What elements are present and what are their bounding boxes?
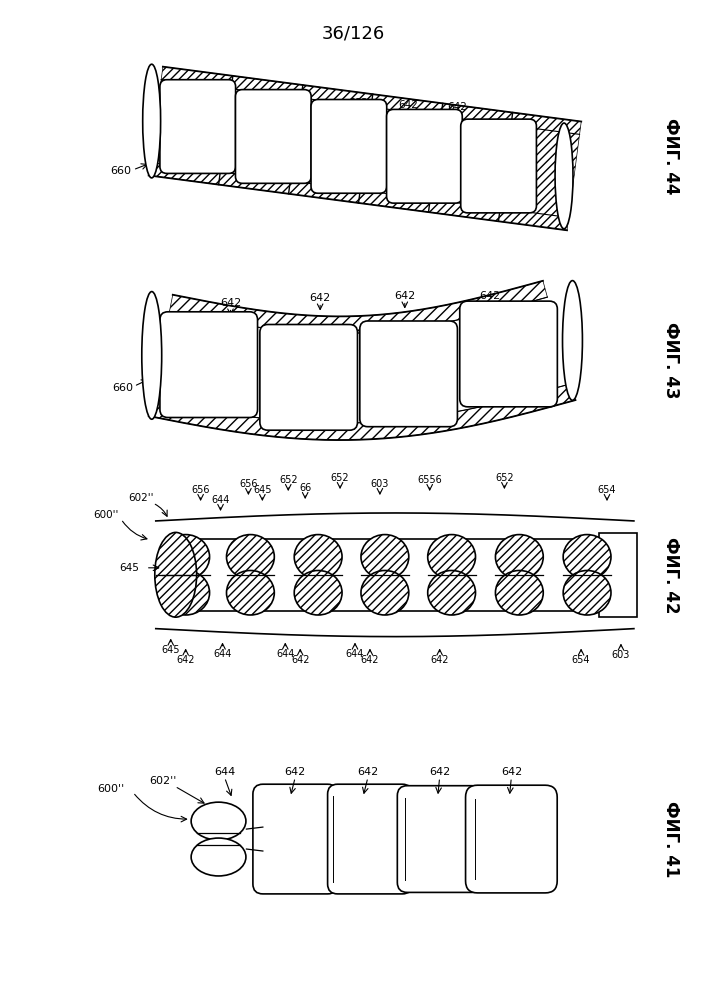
- Text: 66: 66: [299, 483, 311, 493]
- Text: 602'': 602'': [128, 493, 153, 503]
- Ellipse shape: [496, 535, 543, 579]
- Text: 642: 642: [292, 96, 312, 106]
- Ellipse shape: [361, 570, 409, 615]
- Text: 642: 642: [361, 655, 379, 665]
- Text: 642: 642: [448, 102, 467, 112]
- Ellipse shape: [563, 535, 611, 579]
- Bar: [394, 539, 442, 611]
- Bar: [530, 539, 577, 611]
- Text: 654: 654: [572, 655, 590, 665]
- Text: 660: 660: [110, 166, 132, 176]
- Text: 600'': 600'': [93, 510, 119, 520]
- Ellipse shape: [294, 535, 342, 579]
- Text: 652: 652: [495, 473, 514, 483]
- Ellipse shape: [142, 292, 162, 419]
- FancyBboxPatch shape: [387, 109, 462, 203]
- Text: 602'': 602'': [149, 776, 177, 786]
- Text: 642: 642: [431, 655, 449, 665]
- FancyBboxPatch shape: [327, 784, 412, 894]
- Text: 603: 603: [370, 479, 389, 489]
- Text: 642: 642: [357, 767, 378, 777]
- Ellipse shape: [428, 570, 476, 615]
- Ellipse shape: [294, 570, 342, 615]
- Text: 644: 644: [214, 649, 232, 659]
- Text: ФИГ. 42: ФИГ. 42: [662, 537, 679, 613]
- Text: 656: 656: [192, 485, 210, 495]
- FancyBboxPatch shape: [461, 119, 537, 213]
- Ellipse shape: [496, 570, 543, 615]
- Text: 652: 652: [279, 475, 298, 485]
- Ellipse shape: [191, 802, 246, 840]
- Text: 600'': 600'': [98, 784, 124, 794]
- Text: 660: 660: [112, 383, 134, 393]
- Ellipse shape: [155, 532, 197, 617]
- FancyBboxPatch shape: [235, 90, 311, 183]
- Text: 642: 642: [228, 92, 247, 102]
- Ellipse shape: [361, 535, 409, 579]
- Bar: [194, 539, 242, 611]
- Ellipse shape: [563, 570, 611, 615]
- Text: 642: 642: [429, 767, 450, 777]
- FancyBboxPatch shape: [260, 324, 358, 430]
- Bar: [599, 533, 637, 617]
- FancyBboxPatch shape: [465, 785, 557, 893]
- Ellipse shape: [555, 123, 573, 229]
- Ellipse shape: [162, 570, 209, 615]
- Text: 642: 642: [177, 655, 195, 665]
- Text: 642: 642: [398, 100, 418, 110]
- Text: 642: 642: [291, 655, 310, 665]
- Text: 645: 645: [119, 563, 139, 573]
- Text: 642: 642: [310, 293, 331, 303]
- Text: 654: 654: [597, 485, 617, 495]
- FancyBboxPatch shape: [160, 80, 235, 173]
- Polygon shape: [148, 384, 575, 440]
- Text: 644: 644: [276, 649, 294, 659]
- Text: 36/126: 36/126: [322, 24, 385, 42]
- Polygon shape: [170, 281, 547, 333]
- Text: 656: 656: [239, 479, 257, 489]
- Ellipse shape: [162, 535, 209, 579]
- FancyBboxPatch shape: [253, 784, 337, 894]
- Text: 645: 645: [161, 645, 180, 655]
- Text: 644: 644: [346, 649, 364, 659]
- Text: 642: 642: [285, 767, 306, 777]
- Ellipse shape: [226, 535, 274, 579]
- Text: 642: 642: [220, 298, 241, 308]
- Text: 642: 642: [395, 291, 416, 301]
- Text: 6556: 6556: [417, 475, 442, 485]
- FancyBboxPatch shape: [460, 301, 557, 407]
- FancyBboxPatch shape: [311, 100, 387, 193]
- Text: 645: 645: [253, 485, 271, 495]
- Text: 652: 652: [331, 473, 349, 483]
- Ellipse shape: [191, 838, 246, 876]
- Text: 603: 603: [612, 650, 630, 660]
- Bar: [462, 539, 509, 611]
- Ellipse shape: [143, 64, 160, 178]
- Bar: [260, 539, 308, 611]
- FancyBboxPatch shape: [160, 312, 257, 418]
- Polygon shape: [148, 67, 581, 230]
- Ellipse shape: [428, 535, 476, 579]
- Text: 644: 644: [211, 495, 230, 505]
- Ellipse shape: [563, 281, 583, 400]
- Text: 644: 644: [214, 767, 235, 777]
- Text: ФИГ. 41: ФИГ. 41: [662, 801, 679, 877]
- Text: 642: 642: [501, 767, 522, 777]
- FancyBboxPatch shape: [360, 321, 457, 427]
- Text: ФИГ. 43: ФИГ. 43: [662, 322, 679, 399]
- Ellipse shape: [226, 570, 274, 615]
- Text: 603: 603: [348, 98, 368, 108]
- Text: 642: 642: [479, 291, 500, 301]
- Text: ФИГ. 44: ФИГ. 44: [662, 118, 679, 194]
- Bar: [328, 539, 376, 611]
- FancyBboxPatch shape: [397, 786, 482, 892]
